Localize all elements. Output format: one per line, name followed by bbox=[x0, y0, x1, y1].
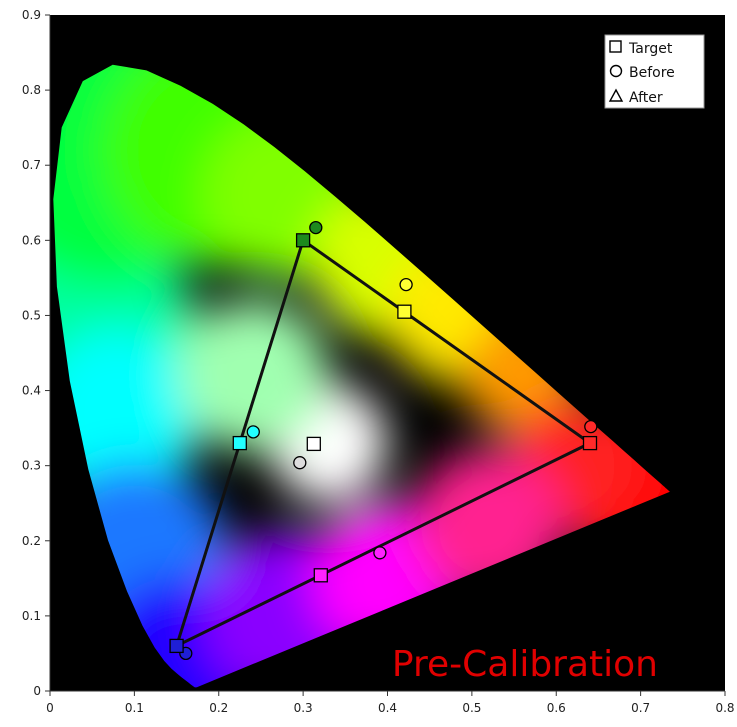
y-tick-label: 0.5 bbox=[22, 308, 41, 322]
x-tick-label: 0.6 bbox=[547, 701, 566, 715]
target-square-marker bbox=[306, 436, 321, 452]
y-tick-label: 0.7 bbox=[22, 158, 41, 172]
x-tick-label: 0.7 bbox=[631, 701, 650, 715]
x-tick-label: 0.2 bbox=[209, 701, 228, 715]
legend-before-label: Before bbox=[629, 65, 675, 81]
y-tick-label: 0.8 bbox=[22, 83, 41, 97]
target-square-marker bbox=[295, 233, 311, 248]
x-axis-ticks: 0 0.1 0.2 0.3 0.4 0.5 0.6 0.7 0.8 bbox=[46, 691, 735, 715]
target-square-marker bbox=[582, 435, 598, 451]
before-circle-marker bbox=[399, 277, 413, 292]
y-axis-ticks: 0 0.1 0.2 0.3 0.4 0.5 0.6 0.7 0.8 0.9 bbox=[22, 8, 50, 698]
legend-after-triangle-icon bbox=[608, 88, 624, 102]
chromaticity-color-blob bbox=[176, 299, 329, 452]
legend-before-circle-icon bbox=[609, 64, 623, 78]
y-tick-label: 0.9 bbox=[22, 8, 41, 22]
y-tick-label: 0.6 bbox=[22, 233, 41, 247]
x-tick-label: 0.4 bbox=[378, 701, 397, 715]
y-tick-label: 0 bbox=[33, 684, 41, 698]
target-square-marker bbox=[397, 304, 412, 319]
y-tick-label: 0.1 bbox=[22, 609, 41, 623]
y-tick-label: 0.2 bbox=[22, 534, 41, 548]
legend-target-label: Target bbox=[628, 41, 673, 57]
target-square-marker bbox=[313, 568, 328, 583]
axes: 0 0.1 0.2 0.3 0.4 0.5 0.6 0.7 0.8 00.10.20.30.40… bbox=[22, 8, 735, 715]
markers-layer bbox=[169, 220, 598, 661]
before-circle-marker bbox=[246, 425, 260, 439]
x-tick-label: 0 bbox=[46, 701, 54, 715]
x-tick-label: 0.3 bbox=[294, 701, 313, 715]
legend-after-label: After bbox=[629, 90, 663, 106]
legend-target-square-icon bbox=[609, 40, 622, 53]
x-tick-label: 0.5 bbox=[462, 701, 481, 715]
y-tick-label: 0.4 bbox=[22, 384, 41, 398]
target-square-marker bbox=[232, 435, 247, 451]
x-tick-label: 0.1 bbox=[125, 701, 144, 715]
legend: Target Before After bbox=[604, 34, 705, 109]
before-circle-marker bbox=[309, 220, 323, 235]
target-square-marker bbox=[169, 638, 184, 654]
y-tick-label: 0.3 bbox=[22, 459, 41, 473]
before-circle-marker bbox=[373, 546, 387, 560]
pre-calibration-annotation: Pre-Calibration bbox=[392, 644, 658, 685]
x-tick-label: 0.8 bbox=[715, 701, 734, 715]
before-circle-marker bbox=[584, 419, 598, 434]
before-circle-marker bbox=[293, 456, 307, 470]
